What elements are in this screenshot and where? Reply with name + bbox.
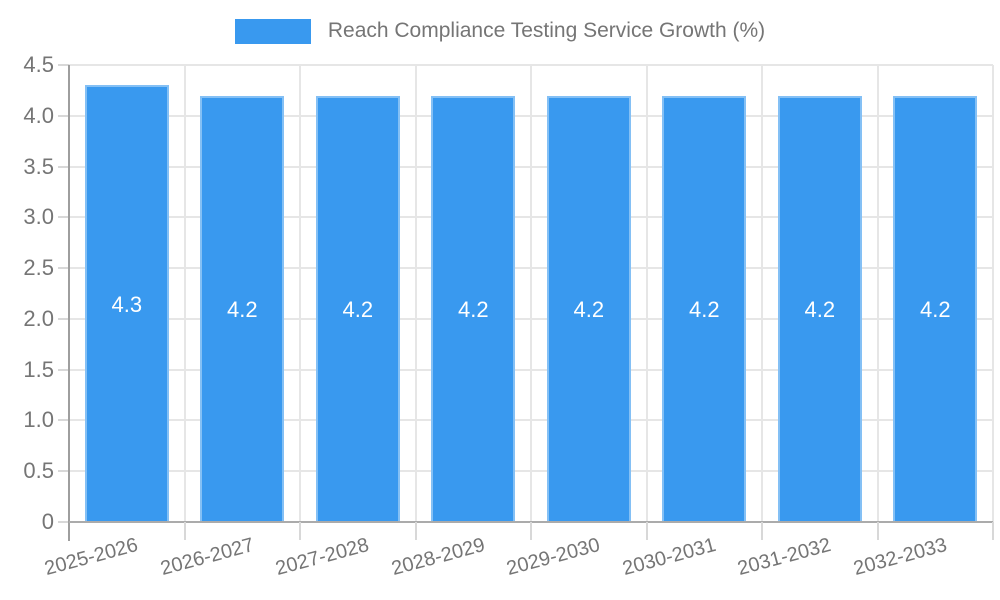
bar: 4.2 bbox=[315, 95, 400, 522]
bar-value-label: 4.2 bbox=[804, 296, 836, 322]
bar-value-label: 4.3 bbox=[111, 291, 143, 317]
y-tick bbox=[58, 267, 69, 270]
legend-swatch-icon bbox=[234, 18, 311, 44]
x-axis-label: 2027-2028 bbox=[273, 534, 372, 581]
y-axis-label: 3.5 bbox=[23, 153, 54, 179]
y-axis-label: 1.0 bbox=[23, 407, 54, 433]
y-axis-label: 4.5 bbox=[23, 52, 54, 77]
legend-label: Reach Compliance Testing Service Growth … bbox=[327, 19, 766, 42]
bar: 4.2 bbox=[893, 95, 978, 522]
x-tick bbox=[183, 522, 186, 540]
x-axis-label: 2028-2029 bbox=[388, 534, 487, 581]
y-axis-label: 3.0 bbox=[23, 204, 54, 230]
x-axis-label: 2025-2026 bbox=[42, 534, 141, 581]
bar-value-label: 4.2 bbox=[920, 296, 951, 322]
y-tick bbox=[58, 114, 69, 117]
x-tick bbox=[414, 522, 417, 540]
y-tick bbox=[58, 317, 69, 320]
v-gridline bbox=[876, 65, 879, 522]
bar: 4.2 bbox=[200, 95, 285, 522]
v-gridline bbox=[414, 65, 417, 522]
v-gridline bbox=[299, 65, 301, 522]
y-tick bbox=[58, 521, 69, 523]
bar-value-label: 4.2 bbox=[689, 296, 720, 322]
y-axis-line bbox=[68, 65, 70, 541]
x-axis-label: 2031-2032 bbox=[735, 534, 834, 581]
y-tick bbox=[58, 165, 69, 168]
v-gridline bbox=[530, 65, 532, 522]
y-tick bbox=[58, 470, 69, 473]
x-tick bbox=[530, 522, 532, 540]
x-tick bbox=[992, 522, 994, 540]
y-axis-label: 2.0 bbox=[23, 305, 54, 331]
x-axis-label: 2032-2033 bbox=[850, 534, 949, 581]
plot-area: 4.3 4.2 4.2 4.2 4.2 4.2 4.2 4.2 bbox=[69, 64, 994, 522]
x-axis-label: 2026-2027 bbox=[157, 534, 256, 581]
x-tick bbox=[299, 522, 301, 540]
y-axis-label: 2.5 bbox=[23, 255, 54, 281]
y-axis-label: 4.0 bbox=[23, 102, 54, 128]
x-axis-label: 2030-2031 bbox=[619, 534, 718, 581]
y-tick bbox=[58, 419, 69, 422]
bar: 4.2 bbox=[662, 95, 747, 522]
x-tick bbox=[761, 522, 763, 540]
y-axis-label: 0 bbox=[41, 509, 54, 534]
bar: 4.2 bbox=[546, 95, 631, 522]
v-gridline bbox=[645, 65, 648, 522]
x-axis-label: 2029-2030 bbox=[504, 534, 603, 581]
bar: 4.2 bbox=[431, 95, 516, 522]
v-gridline bbox=[992, 65, 994, 522]
bar: 4.3 bbox=[84, 85, 169, 522]
bar: 4.2 bbox=[777, 95, 862, 522]
x-tick bbox=[876, 522, 879, 540]
v-gridline bbox=[183, 65, 186, 522]
y-tick bbox=[58, 64, 69, 66]
bar-value-label: 4.2 bbox=[458, 296, 489, 322]
bar-value-label: 4.2 bbox=[573, 296, 605, 322]
y-tick bbox=[58, 216, 69, 219]
v-gridline bbox=[761, 65, 763, 522]
x-tick bbox=[645, 522, 648, 540]
y-axis-label: 0.5 bbox=[23, 458, 54, 484]
chart-legend-item[interactable]: Reach Compliance Testing Service Growth … bbox=[0, 16, 1000, 46]
bar-value-label: 4.2 bbox=[342, 296, 374, 322]
y-axis-label: 1.5 bbox=[23, 356, 54, 382]
y-tick bbox=[58, 368, 69, 371]
bar-value-label: 4.2 bbox=[227, 296, 258, 322]
